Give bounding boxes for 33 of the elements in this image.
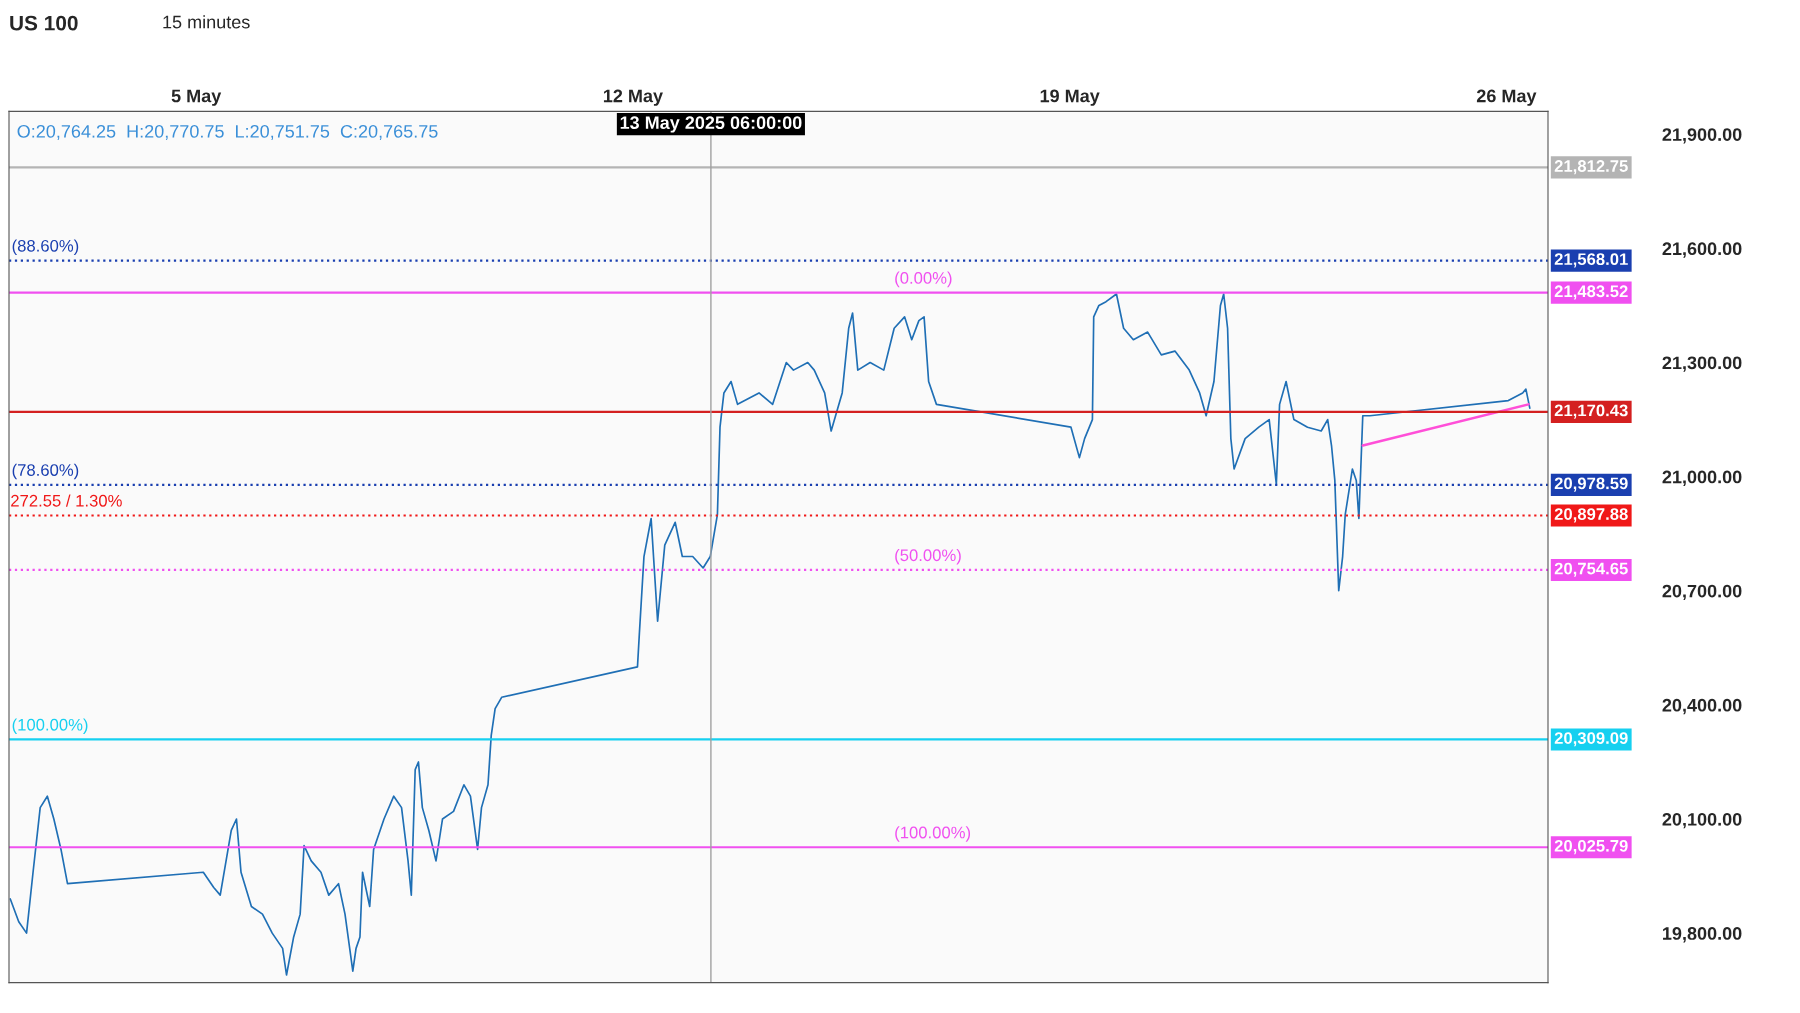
y-tick-label: 20,700.00: [1662, 584, 1742, 601]
line-series: [9, 293, 1531, 976]
y-tick-label: 21,300.00: [1662, 356, 1742, 372]
ref-line-label: 21,170.43: [1554, 404, 1628, 419]
y-tick-label: 20,100.00: [1662, 812, 1742, 829]
annotation: O:20,764.25 H:20,770.75 L:20,751.75 C:20,765.75: [17, 124, 438, 140]
annotation: (100.00%): [895, 826, 971, 842]
chart-title: US 100: [10, 15, 78, 31]
y-tick-label: 21,000.00: [1662, 470, 1742, 486]
ref-line-label: 13 May 2025 06:00:00: [620, 116, 802, 133]
y-tick-label: 21,900.00: [1662, 128, 1742, 144]
ref-line-label: 21,812.75: [1554, 160, 1628, 175]
y-tick-label: 21,600.00: [1662, 242, 1742, 258]
ref-line-label: 20,978.59: [1554, 477, 1628, 492]
x-tick-label: 26 May: [1476, 89, 1537, 106]
chart-subtitle: 15 minutes: [163, 15, 250, 29]
annotation: (78.60%): [12, 463, 79, 480]
ref-line-label: 20,309.09: [1554, 732, 1628, 747]
annotation: (50.00%): [895, 548, 961, 565]
ref-line-label: 21,483.52: [1554, 285, 1628, 300]
ref-line-label: 21,568.01: [1554, 253, 1628, 268]
ref-line-label: 20,025.79: [1554, 839, 1628, 855]
y-tick-label: 19,800.00: [1663, 927, 1742, 943]
annotation: (0.00%): [895, 271, 952, 288]
x-tick-label: 12 May: [603, 89, 663, 106]
annotation: (100.00%): [12, 718, 88, 734]
annotation: 272.55 / 1.30%: [11, 494, 122, 507]
x-tick-label: 5 May: [171, 89, 222, 106]
ref-line-label: 20,754.65: [1554, 562, 1628, 577]
y-tick-label: 20,400.00: [1662, 698, 1742, 715]
ref-line-label: 20,897.88: [1554, 508, 1628, 523]
x-tick-label: 19 May: [1040, 89, 1100, 106]
annotation: (88.60%): [12, 239, 79, 255]
